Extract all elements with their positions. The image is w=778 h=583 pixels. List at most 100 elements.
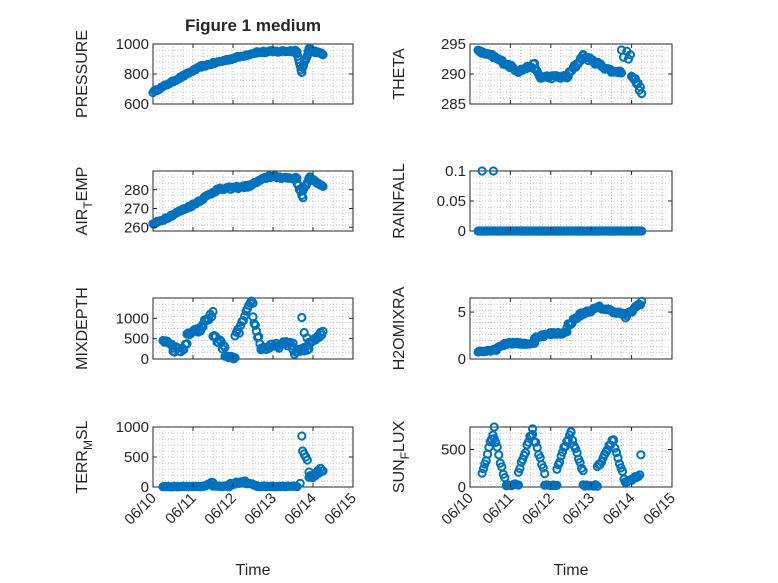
y-tick-label: 1000 [116,419,149,436]
data-point [295,478,305,488]
y-tick-label: 600 [124,96,149,113]
x-tick-label: 06/13 [559,490,598,529]
data-point [491,437,501,447]
data-point [636,450,646,460]
y-axis-label: AIRTEMP [74,167,95,236]
data-point [302,455,312,465]
y-tick-label: 260 [124,219,149,236]
x-tick-label: 06/12 [201,490,240,529]
y-axis-label: RAINFALL [391,163,408,239]
data-point [494,450,504,460]
data-point [302,333,312,343]
y-tick-label: 1000 [116,36,149,53]
data-point [513,480,524,490]
y-axis-label-main: THETA [391,48,408,100]
series-points [477,422,646,491]
data-point [552,480,562,490]
grid [470,171,672,231]
chart-title: Figure 1 medium [185,16,321,35]
data-point [637,226,647,236]
y-tick-label: 0 [141,479,149,496]
data-point [318,326,328,336]
y-axis-label: MIXDEPTH [74,287,91,370]
series-points [473,45,647,99]
data-point [528,424,538,434]
subplot-theta: 285 290 295 THETA [391,36,673,113]
y-tick-label: 0 [458,223,466,240]
data-point [240,311,250,321]
y-tick-label: 280 [124,182,149,199]
y-axis-label: TERRMSL [74,420,95,493]
data-point [540,469,550,479]
y-tick-label: 290 [441,66,466,83]
y-tick-label: 500 [124,331,149,348]
y-axis-label-tail: EMP [74,167,91,202]
x-axis-label: Time [236,562,271,579]
y-axis-label-subscript: M [81,440,95,450]
subplot-h2omixra: 0 5 H2OMIXRA [391,286,673,370]
y-axis-label: THETA [391,48,408,100]
x-tick-label: 06/15 [640,490,679,529]
data-point [297,431,307,441]
data-point [478,464,489,474]
y-axis-label-main: MIXDEPTH [74,287,91,370]
data-point [570,443,581,454]
data-point [484,442,494,452]
data-point [625,50,636,60]
data-point [318,50,328,60]
y-axis-label-main: RAINFALL [391,163,408,239]
data-point [488,166,498,176]
y-axis-label-main: TERR [74,450,91,494]
data-point [318,466,328,476]
data-point [229,354,239,364]
data-point [592,481,602,491]
data-point [578,466,588,476]
x-tick-label: 06/11 [479,490,517,528]
data-point [530,58,540,69]
y-axis-label: PRESSURE [74,30,91,118]
grid [153,427,353,487]
y-tick-label: 285 [441,96,466,113]
data-point [248,298,258,308]
y-axis-label-subscript: T [81,201,95,209]
data-point [633,472,643,482]
data-point [477,166,487,176]
y-tick-label: 0.1 [445,163,466,180]
y-axis-label-main: H2OMIXRA [391,286,408,370]
subplot-rainfall: 0 0.05 0.1 RAINFALL [391,163,673,240]
data-point [220,342,230,352]
data-point [610,443,620,453]
y-axis-label-main: PRESSURE [74,30,91,118]
series-points [158,296,328,364]
y-tick-label: 5 [458,304,466,321]
y-tick-label: 270 [124,201,149,218]
y-tick-label: 800 [124,66,149,83]
y-tick-label: 1000 [116,310,149,327]
y-axis-label: SUNFLUX [391,421,412,494]
subplot-mixdepth: 0 500 1000 MIXDEPTH [74,287,354,370]
data-point [318,181,328,191]
x-tick-label: 06/11 [162,490,200,528]
y-tick-label: 0.05 [437,193,466,210]
y-tick-label: 0 [458,351,466,368]
data-point [489,422,499,432]
x-tick-label: 06/14 [281,490,320,529]
data-point [637,296,647,306]
y-axis-label: H2OMIXRA [391,286,408,370]
data-point [566,427,576,437]
data-point [552,464,562,474]
y-axis-label-main: SUN [391,459,408,493]
x-tick-label: 06/15 [321,490,360,529]
y-axis-label-tail: SL [74,420,91,440]
y-tick-label: 0 [141,351,149,368]
data-point [590,480,601,490]
subplot-pressure: 600 800 1000 PRESSURE Figure 1 medium [74,16,354,118]
series-points [148,171,328,229]
data-point [613,453,623,463]
data-point [563,435,573,445]
data-point [297,312,307,323]
